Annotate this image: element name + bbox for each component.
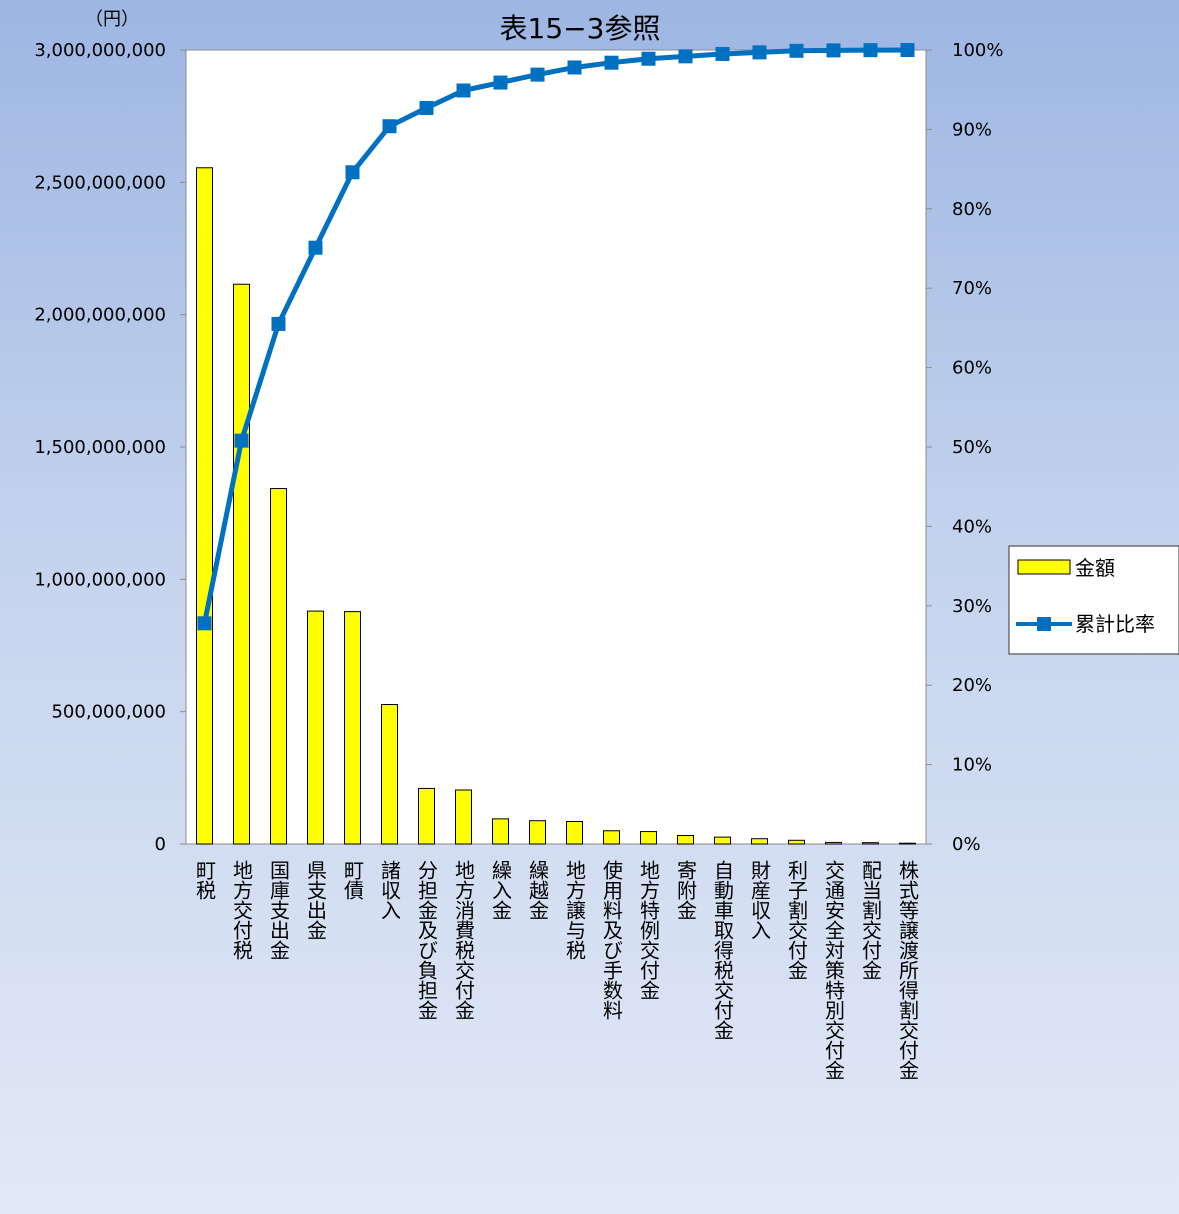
line-marker: [752, 45, 767, 60]
bar: [603, 830, 620, 845]
line-marker: [382, 119, 397, 134]
category-label: 繰越金: [526, 860, 550, 920]
line-marker: [234, 433, 249, 448]
category-label: 町税: [193, 860, 217, 900]
right-tick-label: 0%: [952, 834, 981, 855]
bar: [899, 842, 916, 845]
legend-bar-label: 金額: [1075, 556, 1115, 580]
category-label: 町債: [341, 860, 365, 900]
category-label: 地方交付税: [230, 860, 254, 960]
right-tick-label: 60%: [952, 358, 992, 379]
bar: [381, 704, 398, 845]
left-tick-label: 1,500,000,000: [34, 437, 166, 458]
line-marker: [419, 100, 434, 115]
right-axis: 0% 10% 20% 30% 40% 50% 60% 70% 80% 90% 100%: [926, 40, 1003, 855]
right-tick-label: 80%: [952, 199, 992, 220]
line-marker: [271, 316, 286, 331]
line-marker: [493, 75, 508, 90]
left-tick-label: 500,000,000: [51, 702, 166, 723]
line-marker: [530, 67, 545, 82]
line-marker: [567, 60, 582, 75]
left-tick-label: 2,000,000,000: [34, 305, 166, 326]
line-marker: [789, 43, 804, 58]
bar: [640, 831, 657, 845]
category-label: 使用料及び手数料: [600, 860, 624, 1020]
bar: [270, 488, 287, 845]
bar: [862, 842, 879, 845]
bar: [566, 821, 583, 845]
left-tick-label: 0: [155, 834, 166, 855]
bar: [492, 818, 509, 845]
right-tick-label: 40%: [952, 516, 992, 537]
right-tick-label: 20%: [952, 675, 992, 696]
plot-area: [185, 49, 927, 845]
legend-line-marker: [1037, 617, 1051, 631]
right-tick-label: 50%: [952, 437, 992, 458]
line-marker: [604, 55, 619, 70]
category-label: 株式等譲渡所得割交付金: [896, 860, 920, 1080]
bar: [825, 841, 842, 845]
bar: [529, 820, 546, 845]
left-axis: 0 500,000,000 1,000,000,000 1,500,000,000 2,…: [34, 40, 186, 855]
line-marker: [826, 43, 841, 58]
line-marker: [678, 49, 693, 64]
bar: [455, 789, 472, 845]
right-tick-label: 30%: [952, 596, 992, 617]
category-label: 諸収入: [378, 860, 402, 920]
category-label: 交通安全対策特別交付金: [822, 860, 846, 1080]
category-label: 地方特例交付金: [637, 860, 661, 1000]
category-label: 利子割交付金: [785, 860, 809, 980]
line-marker: [715, 46, 730, 61]
right-tick-label: 10%: [952, 755, 992, 776]
left-tick-label: 1,000,000,000: [34, 569, 166, 590]
bar: [714, 836, 731, 845]
legend-bar-swatch: [1017, 559, 1071, 575]
category-label: 地方消費税交付金: [452, 860, 476, 1020]
left-tick-label: 2,500,000,000: [34, 172, 166, 193]
line-marker: [900, 43, 915, 57]
category-label: 地方譲与税: [563, 860, 587, 960]
line-marker: [308, 240, 323, 255]
line-marker: [345, 165, 360, 180]
category-label: 分担金及び負担金: [415, 860, 439, 1020]
category-label: 財産収入: [748, 860, 772, 940]
line-marker: [197, 616, 212, 631]
category-label: 県支出金: [304, 860, 328, 940]
category-label: 配当割交付金: [859, 860, 883, 980]
category-label: 自動車取得税交付金: [711, 860, 735, 1040]
line-marker: [456, 83, 471, 98]
chart-title: 表15−3参照: [500, 12, 661, 45]
legend-line-label: 累計比率: [1075, 612, 1155, 636]
line-marker: [641, 51, 656, 66]
category-label: 繰入金: [489, 860, 513, 920]
category-labels: 町税 地方交付税 国庫支出金 県支出金 町債 諸収入 分担金及び負担金 地方消費税交付金 繰入金…: [193, 860, 920, 1080]
bar: [307, 610, 324, 845]
category-label: 国庫支出金: [267, 860, 291, 960]
legend: 金額 累計比率: [1008, 545, 1179, 655]
bar: [418, 787, 435, 845]
bar: [233, 283, 250, 845]
bar: [196, 167, 213, 845]
bar: [751, 838, 768, 845]
left-tick-label: 3,000,000,000: [34, 40, 166, 61]
right-tick-label: 90%: [952, 119, 992, 140]
line-series: [197, 43, 915, 631]
right-tick-label: 100%: [952, 40, 1003, 61]
line-marker: [863, 43, 878, 58]
bar: [344, 611, 361, 845]
category-label: 寄附金: [674, 860, 698, 920]
y-axis-unit: （円）: [85, 9, 139, 30]
bar: [677, 835, 694, 845]
bar: [788, 839, 805, 845]
right-tick-label: 70%: [952, 278, 992, 299]
